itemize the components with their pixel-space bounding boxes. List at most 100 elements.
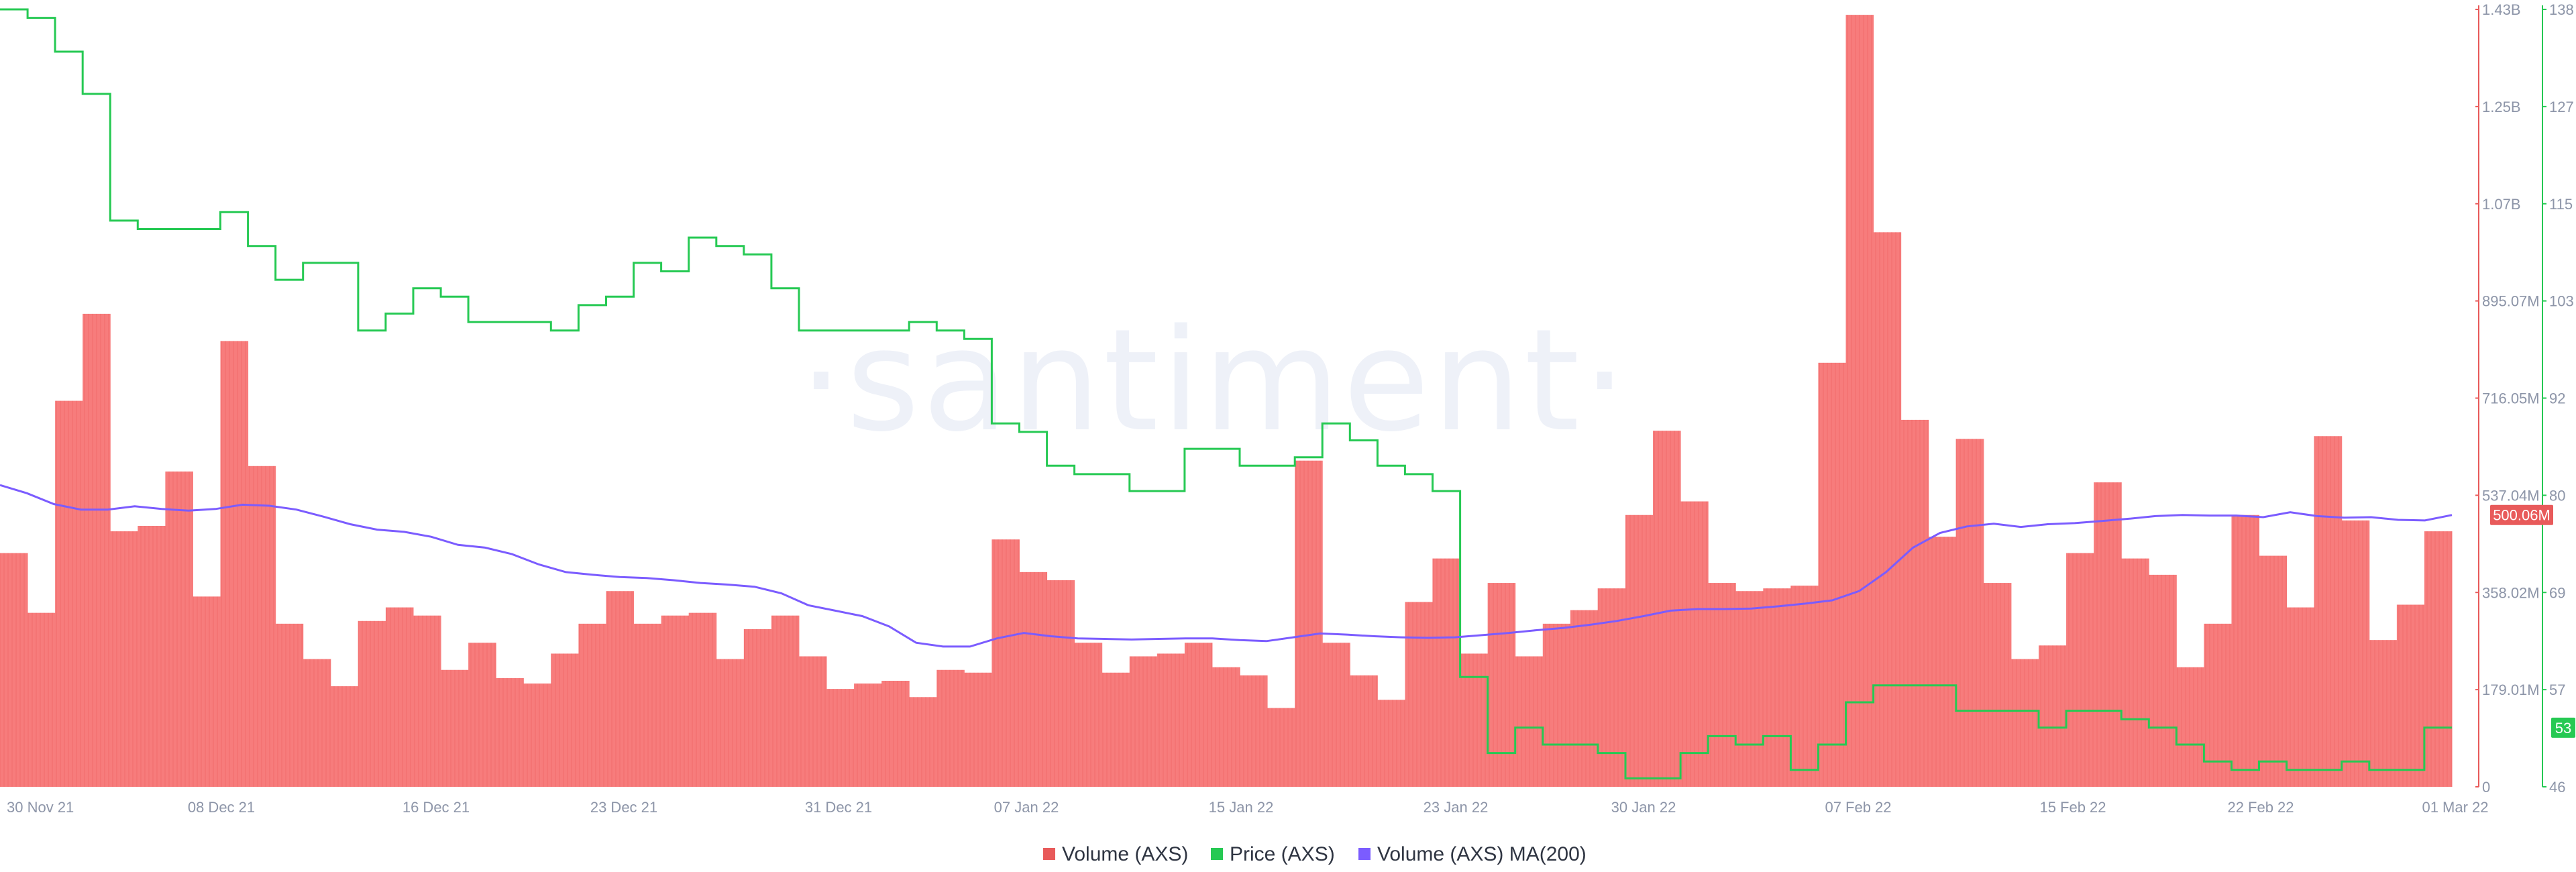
date-tick-label: 15 Feb 22 (2039, 799, 2106, 816)
volume-bar (1542, 623, 1571, 787)
legend-ma[interactable]: Volume (AXS) MA(200) (1358, 843, 1587, 865)
volume-bar (1873, 232, 1902, 787)
volume-bar (798, 656, 827, 787)
volume-bar (2094, 482, 2122, 787)
volume-bar (1790, 586, 1819, 787)
volume-bar (330, 686, 359, 787)
volume-tick-label: 358.02M (2482, 584, 2540, 601)
legend-volume[interactable]: Volume (AXS) (1043, 843, 1188, 865)
volume-bar (2176, 667, 2204, 787)
volume-bar (1046, 580, 1075, 787)
volume-bar (55, 400, 83, 787)
date-tick-label: 23 Dec 21 (590, 799, 657, 816)
volume-bar (551, 653, 579, 787)
volume-bar (1625, 514, 1654, 787)
legend[interactable]: Volume (AXS) Price (AXS) Volume (AXS) MA(2… (1043, 843, 1587, 865)
volume-bar (2066, 553, 2094, 787)
volume-bar (413, 615, 441, 787)
volume-bar (1267, 708, 1295, 787)
volume-bar (248, 466, 276, 787)
volume-tick-label: 1.25B (2482, 99, 2521, 115)
volume-bar (1129, 656, 1158, 787)
volume-bar (1515, 656, 1544, 787)
legend-price[interactable]: Price (AXS) (1211, 843, 1335, 865)
volume-bar (1900, 419, 1929, 787)
volume-bar (991, 539, 1020, 787)
volume-value-badge (2490, 504, 2553, 525)
date-tick-label: 01 Mar 22 (2422, 799, 2488, 816)
volume-bar (441, 669, 469, 787)
volume-value-badge-text: 500.06M (2493, 507, 2551, 524)
date-tick-label: 22 Feb 22 (2227, 799, 2294, 816)
volume-bar (193, 596, 221, 787)
volume-bar (1708, 583, 1736, 787)
volume-bar (2231, 514, 2260, 787)
legend-label: Volume (AXS) (1062, 843, 1188, 865)
line-series (0, 8, 2453, 779)
price-tick-label: 80 (2549, 487, 2565, 504)
legend-label: Price (AXS) (1230, 843, 1335, 865)
volume-bar (1983, 583, 2012, 787)
volume-bar (358, 620, 386, 787)
volume-bar (275, 623, 304, 787)
price-value-badge (2551, 717, 2575, 738)
volume-tick-label: 179.01M (2482, 682, 2540, 698)
date-tick-label: 07 Feb 22 (1825, 799, 1891, 816)
volume-bar (826, 689, 855, 787)
legend-swatch (1358, 848, 1371, 860)
volume-bar (1240, 675, 1268, 787)
date-tick-label: 16 Dec 21 (402, 799, 470, 816)
date-tick-label: 30 Jan 22 (1611, 799, 1676, 816)
ma-line (0, 484, 2453, 648)
axes: 1.43B 1.25B 1.07B 895.07M 716.05M 537.04M 358.… (7, 1, 2574, 816)
volume-bar (881, 680, 910, 787)
volume-tick-label: 0 (2482, 779, 2490, 796)
volume-bar (661, 615, 690, 787)
volume-bar (1295, 460, 1323, 787)
price-tick-label: 127 (2549, 99, 2574, 115)
volume-bar (1955, 439, 1984, 787)
date-tick-label: 31 Dec 21 (805, 799, 872, 816)
volume-bar (1653, 431, 1681, 787)
volume-bar (220, 341, 249, 787)
volume-bar (909, 697, 937, 787)
volume-bar (1019, 571, 1048, 787)
volume-bar (1928, 537, 1957, 787)
volume-bar (1405, 602, 1434, 787)
volume-bar (28, 612, 56, 787)
volume-bar (1184, 643, 1213, 787)
volume-bar (606, 591, 635, 787)
date-tick-label: 23 Jan 22 (1424, 799, 1489, 816)
price-value-badge-text: 53 (2555, 720, 2571, 737)
date-tick-label: 30 Nov 21 (7, 799, 74, 816)
volume-hatch (0, 15, 2452, 787)
price-tick-label: 103 (2549, 293, 2574, 310)
volume-bar (1157, 653, 1185, 787)
volume-bar (1763, 588, 1791, 787)
volume-bar (716, 659, 745, 787)
volume-bar (1735, 591, 1764, 787)
volume-tick-label: 1.07B (2482, 196, 2521, 213)
price-tick-label: 57 (2549, 682, 2565, 698)
volume-bar (0, 553, 28, 787)
volume-bar (2369, 640, 2398, 787)
volume-tick-label: 716.05M (2482, 390, 2540, 407)
volume-bar (2314, 436, 2343, 787)
price-line (0, 8, 2452, 779)
legend-swatch (1211, 848, 1223, 860)
volume-bar (633, 623, 662, 787)
legend-label: Volume (AXS) MA(200) (1377, 843, 1587, 865)
volume-bar (385, 607, 414, 787)
date-tick-label: 15 Jan 22 (1209, 799, 1274, 816)
volume-bar (854, 684, 882, 787)
volume-tick-label: 537.04M (2482, 487, 2540, 504)
volume-bar (743, 629, 772, 787)
volume-bars (0, 15, 2453, 787)
volume-bar (138, 525, 166, 787)
volume-bar (110, 531, 138, 787)
price-tick-label: 115 (2549, 196, 2573, 213)
volume-bar (1432, 558, 1461, 787)
volume-bar (523, 684, 551, 787)
volume-bar (936, 669, 965, 787)
